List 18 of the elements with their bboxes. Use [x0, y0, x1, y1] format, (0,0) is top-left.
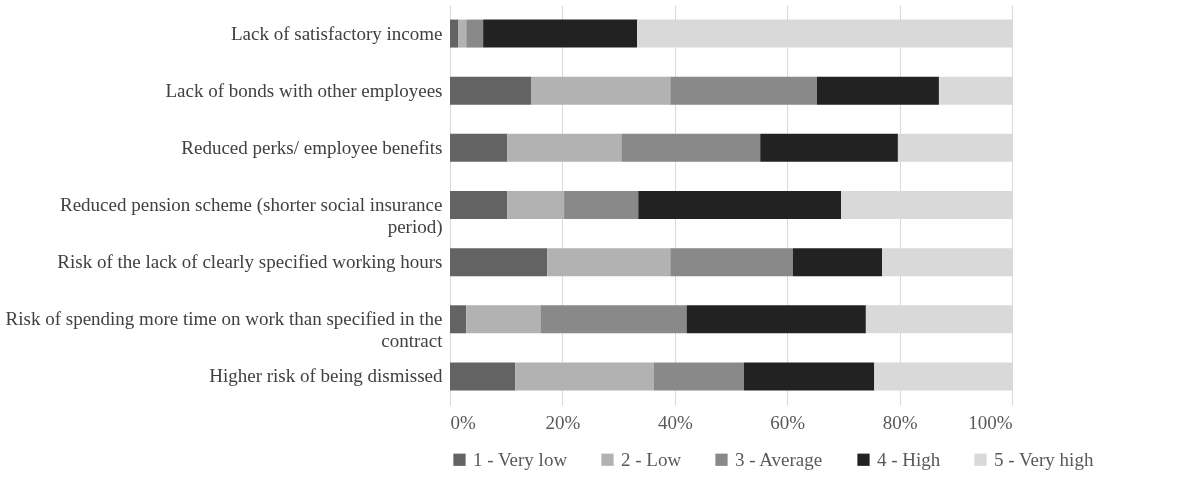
- y-tick-label: Lack of satisfactory income: [230, 22, 443, 44]
- legend-label: 3 - Average: [735, 448, 823, 470]
- y-tick-label: Risk of spending more time on work than specified in the contract: [5, 308, 444, 352]
- y-tick-label: Reduced perks/ employee benefits: [181, 136, 443, 158]
- legend-label: 1 - Very low: [473, 448, 568, 470]
- x-tick-label: 100%: [968, 411, 1013, 433]
- x-tick-label: 20%: [545, 411, 581, 433]
- x-tick-label: 0%: [450, 411, 476, 433]
- y-tick-label: Reduced pension scheme (shorter social insurance period): [59, 194, 443, 238]
- legend-label: 5 - Very high: [994, 448, 1094, 470]
- y-tick-label: Lack of bonds with other employees: [165, 79, 443, 101]
- legend-label: 4 - High: [877, 448, 941, 470]
- legend-label: 2 - Low: [621, 448, 682, 470]
- y-tick-label: Risk of the lack of clearly specified working hours: [57, 251, 443, 273]
- x-tick-label: 60%: [770, 411, 806, 433]
- y-tick-label: Higher risk of being dismissed: [209, 365, 443, 387]
- x-tick-label: 40%: [657, 411, 693, 433]
- x-tick-label: 80%: [882, 411, 918, 433]
